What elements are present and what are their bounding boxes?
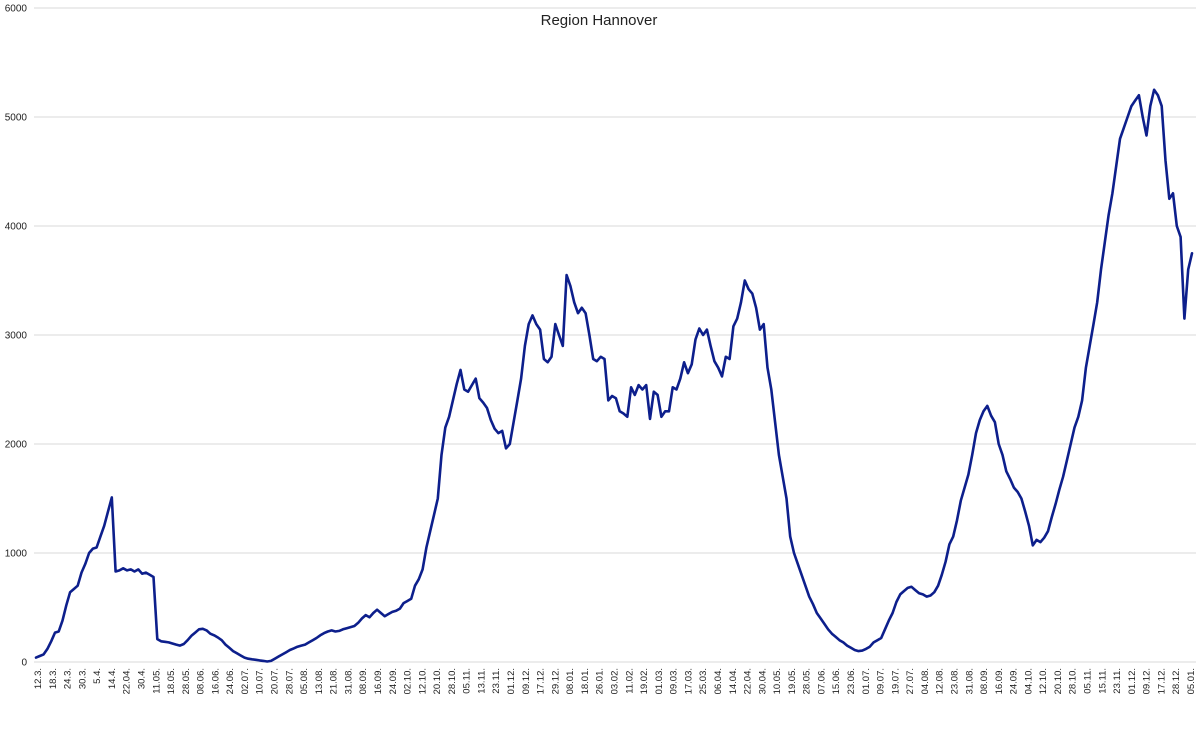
x-tick-label: 28.10. bbox=[447, 668, 458, 694]
x-tick-label: 04.08. bbox=[920, 668, 931, 694]
x-tick-label: 19.07. bbox=[890, 668, 901, 694]
x-tick-label: 30.04. bbox=[757, 668, 768, 694]
x-tick-label: 17.03. bbox=[683, 668, 694, 694]
x-tick-label: 05.01. bbox=[1186, 668, 1197, 694]
x-tick-label: 28.07. bbox=[284, 668, 295, 694]
x-tick-label: 31.08. bbox=[343, 668, 354, 694]
x-tick-label: 02.07. bbox=[240, 668, 251, 694]
x-tick-label: 08.09. bbox=[358, 668, 369, 694]
y-axis-tick-labels: 0 1000 2000 3000 4000 5000 6000 bbox=[5, 4, 28, 669]
x-tick-label: 20.10. bbox=[1053, 668, 1064, 694]
x-tick-label: 15.06. bbox=[831, 668, 842, 694]
x-tick-label: 12.08. bbox=[935, 668, 946, 694]
x-tick-label: 14.4. bbox=[107, 668, 118, 689]
x-tick-label: 12.10. bbox=[1038, 668, 1049, 694]
x-tick-label: 18.05. bbox=[166, 668, 177, 694]
x-tick-label: 28.05. bbox=[802, 668, 813, 694]
x-tick-label: 09.07. bbox=[876, 668, 887, 694]
x-tick-label: 5.4. bbox=[92, 668, 103, 684]
x-tick-label: 28.05. bbox=[181, 668, 192, 694]
x-tick-label: 27.07. bbox=[905, 668, 916, 694]
x-tick-label: 06.04. bbox=[713, 668, 724, 694]
x-tick-label: 18.3. bbox=[48, 668, 59, 689]
x-tick-label: 08.09. bbox=[979, 668, 990, 694]
x-tick-label: 14.04. bbox=[728, 668, 739, 694]
x-tick-label: 19.02. bbox=[639, 668, 650, 694]
x-tick-label: 23.08. bbox=[950, 668, 961, 694]
chart-title: Region Hannover bbox=[541, 12, 658, 29]
x-tick-label: 03.02. bbox=[610, 668, 621, 694]
x-tick-label: 01.12. bbox=[506, 668, 517, 694]
x-tick-label: 24.09. bbox=[1009, 668, 1020, 694]
x-tick-label: 18.01. bbox=[580, 668, 591, 694]
x-tick-label: 23.11. bbox=[491, 668, 502, 694]
x-tick-label: 16.06. bbox=[210, 668, 221, 694]
x-tick-label: 17.12. bbox=[1156, 668, 1167, 694]
x-tick-label: 24.06. bbox=[225, 668, 236, 694]
x-tick-label: 20.07. bbox=[270, 668, 281, 694]
x-tick-label: 13.11. bbox=[477, 668, 488, 694]
y-tick-label: 4000 bbox=[5, 222, 28, 233]
x-tick-label: 29.12. bbox=[550, 668, 561, 694]
x-tick-label: 28.10. bbox=[1068, 668, 1079, 694]
gridlines bbox=[34, 7, 1196, 663]
x-tick-label: 12.10. bbox=[417, 668, 428, 694]
x-tick-label: 12.3. bbox=[33, 668, 44, 689]
x-tick-label: 09.12. bbox=[1142, 668, 1153, 694]
x-tick-label: 24.3. bbox=[63, 668, 74, 689]
y-tick-label: 3000 bbox=[5, 331, 28, 342]
y-tick-label: 5000 bbox=[5, 113, 28, 124]
x-axis-tick-labels: 12.3. 18.3. 24.3. 30.3. 5.4. 14.4. 22.04. 30.4.… bbox=[33, 668, 1197, 694]
x-tick-label: 28.12. bbox=[1171, 668, 1182, 694]
x-tick-label: 16.09. bbox=[373, 668, 384, 694]
x-tick-label: 10.07. bbox=[255, 668, 266, 694]
x-tick-label: 17.12. bbox=[536, 668, 547, 694]
y-tick-label: 1000 bbox=[5, 549, 28, 560]
x-tick-label: 23.11. bbox=[1112, 668, 1123, 694]
x-tick-label: 09.03. bbox=[669, 668, 680, 694]
x-tick-label: 13.08. bbox=[314, 668, 325, 694]
x-tick-label: 21.08. bbox=[329, 668, 340, 694]
x-tick-label: 02.10. bbox=[403, 668, 414, 694]
x-tick-label: 08.01. bbox=[565, 668, 576, 694]
x-tick-label: 31.08. bbox=[964, 668, 975, 694]
x-tick-label: 11.02. bbox=[624, 668, 635, 694]
x-tick-label: 20.10. bbox=[432, 668, 443, 694]
x-tick-label: 10.05. bbox=[772, 668, 783, 694]
x-tick-label: 01.03. bbox=[654, 668, 665, 694]
x-tick-label: 01.07. bbox=[861, 668, 872, 694]
x-tick-label: 04.10. bbox=[1023, 668, 1034, 694]
x-tick-label: 15.11. bbox=[1097, 668, 1108, 694]
x-tick-label: 23.06. bbox=[846, 668, 857, 694]
x-tick-label: 16.09. bbox=[994, 668, 1005, 694]
x-tick-label: 26.01. bbox=[595, 668, 606, 694]
x-tick-label: 25.03. bbox=[698, 668, 709, 694]
x-tick-label: 19.05. bbox=[787, 668, 798, 694]
x-tick-label: 09.12. bbox=[521, 668, 532, 694]
x-tick-label: 05.11. bbox=[462, 668, 473, 694]
x-tick-label: 24.09. bbox=[388, 668, 399, 694]
series-layer bbox=[34, 88, 1194, 663]
x-tick-label: 05.08. bbox=[299, 668, 310, 694]
x-tick-label: 07.06. bbox=[816, 668, 827, 694]
y-tick-label: 0 bbox=[21, 658, 27, 669]
x-tick-label: 11.05. bbox=[151, 668, 162, 694]
x-tick-label: 08.06. bbox=[196, 668, 207, 694]
x-tick-label: 22.04. bbox=[743, 668, 754, 694]
x-tick-label: 01.12. bbox=[1127, 668, 1138, 694]
x-tick-label: 30.3. bbox=[77, 668, 88, 689]
x-tick-label: 05.11. bbox=[1083, 668, 1094, 694]
y-tick-label: 6000 bbox=[5, 4, 28, 15]
x-tick-label: 30.4. bbox=[137, 668, 148, 689]
series-line-0 bbox=[34, 88, 1194, 663]
x-tick-label: 22.04. bbox=[122, 668, 133, 694]
y-tick-label: 2000 bbox=[5, 440, 28, 451]
